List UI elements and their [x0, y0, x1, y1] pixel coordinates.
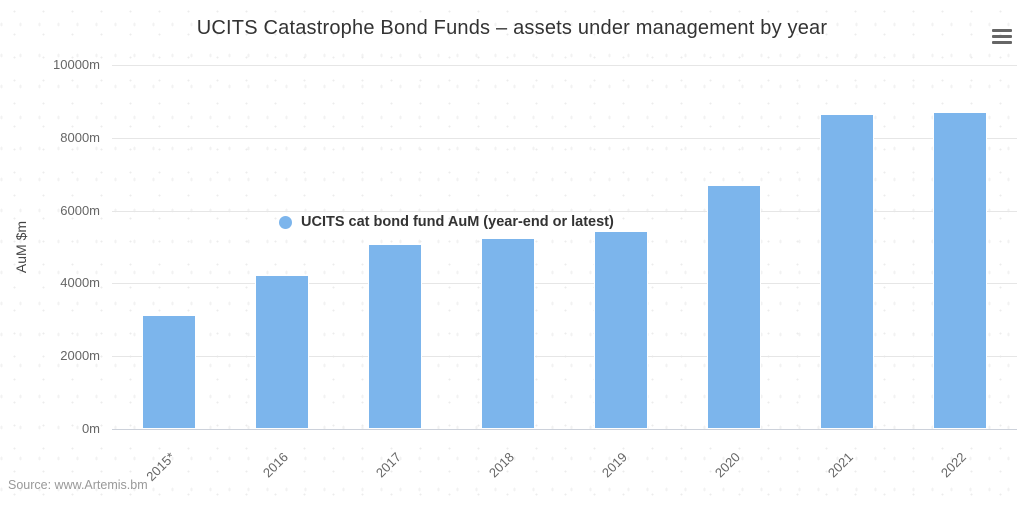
- y-tick-label: 10000m: [53, 57, 100, 72]
- gridline: [112, 65, 1017, 66]
- bar-2016[interactable]: [254, 275, 309, 429]
- bar-2021[interactable]: [820, 114, 875, 429]
- gridline: [112, 137, 1017, 139]
- chart-context-menu-button[interactable]: [988, 24, 1016, 48]
- chart-title: UCITS Catastrophe Bond Funds – assets un…: [196, 17, 828, 39]
- plot-area: UCITS cat bond fund AuM (year-end or lat…: [112, 65, 1017, 430]
- x-tick-label: 2022: [938, 449, 970, 481]
- x-tick-label: 2021: [825, 449, 857, 481]
- x-axis-line: [112, 429, 1017, 430]
- y-tick-label: 2000m: [60, 348, 100, 364]
- source-credit: Source: www.Artemis.bm: [8, 478, 148, 492]
- y-tick-label: 0m: [81, 421, 100, 436]
- bar-2020[interactable]: [707, 185, 762, 429]
- x-tick-label: 2019: [598, 449, 631, 481]
- hamburger-menu-icon: [992, 28, 1012, 32]
- x-tick-label: 2018: [485, 449, 517, 481]
- bar-2022[interactable]: [933, 111, 988, 429]
- x-axis-labels: 2015* 2016 2017 2018 2019 2020 2021 2022: [112, 437, 1017, 497]
- x-tick-label: 2016: [259, 449, 291, 481]
- hamburger-menu-icon: [992, 40, 1012, 44]
- bar-2018[interactable]: [480, 237, 535, 429]
- gridline: [112, 356, 1017, 358]
- hamburger-menu-icon: [992, 34, 1012, 38]
- y-axis-labels: 0m 2000m 4000m 6000m 8000m 10000m: [0, 57, 100, 436]
- y-tick-label: 8000m: [60, 129, 100, 145]
- bar-2017[interactable]: [367, 244, 422, 429]
- y-tick-label: 6000m: [60, 202, 100, 218]
- gridline: [112, 210, 1017, 212]
- legend-label: UCITS cat bond fund AuM (year-end or lat…: [301, 214, 614, 230]
- gridline: [112, 283, 1017, 285]
- y-tick-label: 4000m: [60, 275, 100, 291]
- bar-2019[interactable]: [594, 230, 649, 429]
- legend-marker-icon: [279, 215, 292, 229]
- x-tick-label: 2017: [372, 449, 404, 481]
- legend-item[interactable]: UCITS cat bond fund AuM (year-end or lat…: [279, 214, 614, 230]
- x-tick-label: 2020: [712, 449, 744, 481]
- bar-2015*[interactable]: [141, 315, 196, 429]
